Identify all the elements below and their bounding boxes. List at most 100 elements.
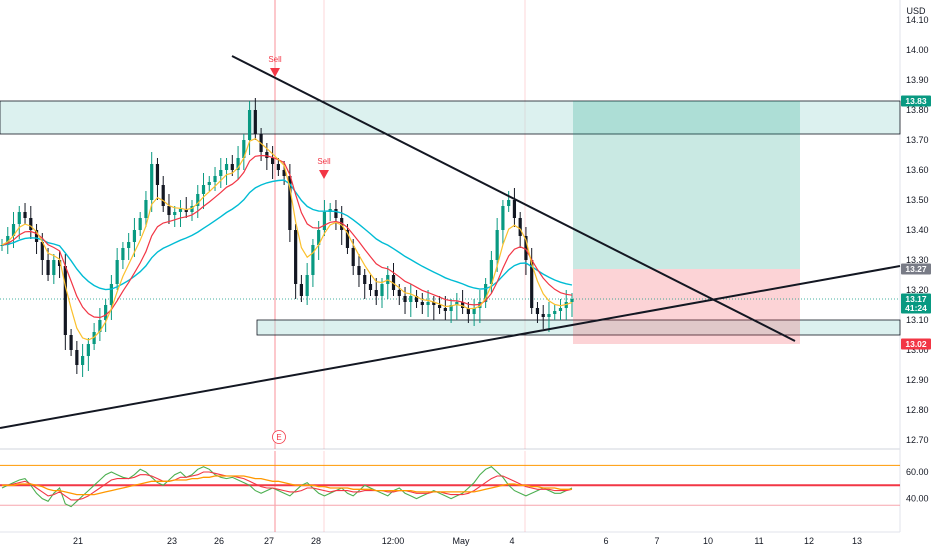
price-tick-label: 14.10 xyxy=(906,15,929,25)
position-stop-area xyxy=(573,269,800,344)
time-tick-label: 13 xyxy=(852,536,862,546)
candle-body xyxy=(253,110,257,134)
position-target-area xyxy=(573,101,800,269)
time-tick-label: 11 xyxy=(754,536,763,546)
candle-body xyxy=(484,284,488,302)
candle-body xyxy=(294,230,298,284)
candle-body xyxy=(29,218,33,230)
candle-body xyxy=(109,284,113,305)
candle-body xyxy=(558,308,563,311)
candle-body xyxy=(224,164,229,170)
candle-body xyxy=(403,296,407,302)
candle-body xyxy=(340,218,344,230)
candle-body xyxy=(271,158,275,164)
candle-body xyxy=(535,308,540,314)
price-tick-label: 12.80 xyxy=(906,405,929,415)
candle-body xyxy=(368,284,373,290)
event-marker-label: E xyxy=(276,433,281,442)
candle-body xyxy=(397,290,401,296)
candle-body xyxy=(52,260,56,275)
time-tick-label: 21 xyxy=(73,536,83,546)
candle-body xyxy=(322,212,327,230)
descending-trendline xyxy=(231,55,796,342)
sell-signal-label: Sell xyxy=(317,157,331,166)
candle-body xyxy=(414,296,419,302)
candle-body xyxy=(334,209,338,218)
support-zone xyxy=(256,319,901,336)
candle-body xyxy=(23,212,27,218)
candle-body xyxy=(507,200,511,206)
candle-body xyxy=(132,230,137,242)
candle-body xyxy=(391,275,396,290)
candle-body xyxy=(173,212,177,215)
candle-body xyxy=(449,305,453,311)
candle-body xyxy=(236,158,240,170)
price-tick-label: 13.90 xyxy=(906,75,929,85)
time-tick-label: 27 xyxy=(264,536,274,546)
time-tick-label: 28 xyxy=(311,536,321,546)
candle-body xyxy=(86,344,90,356)
sell-signal-arrow xyxy=(270,68,280,77)
candle-body xyxy=(46,260,50,275)
candle-body xyxy=(363,275,367,284)
price-tick-label: 13.60 xyxy=(906,165,929,175)
candle-body xyxy=(288,176,292,230)
candle-body xyxy=(455,302,459,305)
time-tick-label: 6 xyxy=(603,536,608,546)
time-tick-label: 4 xyxy=(509,536,514,546)
price-tag-countdown: 41:24 xyxy=(905,303,927,313)
candle-body xyxy=(207,182,211,185)
ema-slow-line xyxy=(1,179,573,291)
candle-body xyxy=(541,314,545,317)
candle-body xyxy=(190,206,194,212)
candle-body xyxy=(63,266,67,335)
candle-body xyxy=(57,260,62,266)
price-tag-label: 13.17 xyxy=(905,294,927,304)
osc-tick-label: 40.00 xyxy=(906,494,929,504)
candle-body xyxy=(524,236,528,260)
candle-body xyxy=(121,248,125,260)
candle-body xyxy=(75,350,79,365)
price-tick-label: 13.50 xyxy=(906,195,929,205)
candle-body xyxy=(420,302,424,305)
candle-body xyxy=(115,260,119,284)
ema-fast-line xyxy=(1,138,573,341)
price-tag xyxy=(901,95,931,107)
candle-body xyxy=(489,260,493,284)
candle-body xyxy=(201,185,206,194)
candles xyxy=(0,98,574,377)
price-tick-label: 13.20 xyxy=(906,285,929,295)
osc-series-line xyxy=(2,475,572,496)
candle-body xyxy=(495,230,499,260)
candle-body xyxy=(144,200,148,218)
candle-body xyxy=(512,200,517,218)
event-marker xyxy=(272,430,286,444)
candle-body xyxy=(345,230,350,248)
candle-body xyxy=(317,230,321,245)
candle-body xyxy=(530,260,534,308)
price-tick-label: 13.40 xyxy=(906,225,929,235)
time-tick-label: 26 xyxy=(214,536,224,546)
candle-body xyxy=(242,140,246,158)
candle-body xyxy=(17,212,21,224)
candle-body xyxy=(466,308,470,314)
candle-body xyxy=(34,230,39,242)
candle-body xyxy=(178,209,183,212)
candle-body xyxy=(40,242,44,260)
candle-body xyxy=(432,302,436,305)
osc-series-line xyxy=(1,466,573,508)
candle-body xyxy=(104,305,108,320)
candle-body xyxy=(518,218,522,236)
candle-body xyxy=(426,302,430,305)
candle-body xyxy=(98,320,102,332)
candle-body xyxy=(501,206,505,230)
price-tag-label: 13.83 xyxy=(905,96,927,106)
candle-body xyxy=(219,170,223,176)
price-tag xyxy=(901,263,931,275)
candle-body xyxy=(155,164,160,185)
price-tick-label: 13.30 xyxy=(906,255,929,265)
candle-body xyxy=(6,236,10,245)
price-tag-label: 13.27 xyxy=(905,264,927,274)
